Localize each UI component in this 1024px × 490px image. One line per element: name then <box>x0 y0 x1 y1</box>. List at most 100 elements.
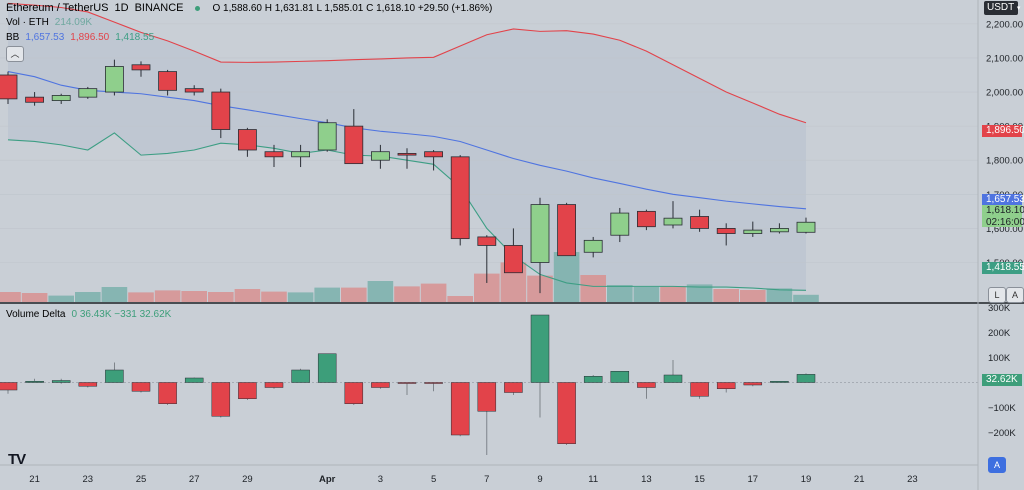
candle-body <box>530 204 550 263</box>
volume-bar <box>314 287 340 302</box>
delta-bar <box>184 377 204 383</box>
candle <box>610 207 630 243</box>
candle <box>716 223 736 246</box>
candle <box>51 93 71 104</box>
currency-selector[interactable]: USDT ▾ <box>984 1 1021 15</box>
time-tick-label: 21 <box>29 474 40 485</box>
delta-legend-values: 0 36.43K −331 32.62K <box>71 309 172 320</box>
candle-body <box>503 245 523 274</box>
delta-tick-label: 200K <box>988 328 1011 339</box>
volume-bar <box>766 288 793 302</box>
log-scale-button[interactable]: L <box>988 287 1006 303</box>
volume-bar <box>713 289 739 302</box>
bb-basis-value: 1,657.53 <box>25 32 65 43</box>
caret-down-icon: ▾ <box>1016 5 1021 12</box>
tradingview-logo[interactable]: TV <box>8 451 26 468</box>
price-tick-label: 1,600.00 <box>986 224 1023 235</box>
candle-body <box>370 151 390 161</box>
auto-scale-button[interactable]: A <box>1006 287 1024 303</box>
candle-body <box>770 228 789 233</box>
delta-bar <box>424 382 443 384</box>
candle <box>637 209 656 231</box>
time-tick-label: 23 <box>83 474 94 485</box>
delta-bar <box>610 371 630 383</box>
symbol-name[interactable]: Ethereum / TetherUS <box>6 2 109 14</box>
time-tick-label: 5 <box>431 474 436 485</box>
delta-bar <box>25 381 44 383</box>
candle <box>557 202 576 257</box>
time-tick-label: Apr <box>319 474 336 485</box>
delta-bar <box>264 382 284 388</box>
time-tick-label: 23 <box>907 474 918 485</box>
candle <box>583 236 603 258</box>
delta-auto-scale-button[interactable]: A <box>988 457 1006 473</box>
delta-bar <box>504 382 523 393</box>
time-tick-label: 13 <box>641 474 652 485</box>
candle <box>237 127 257 157</box>
volume-bar <box>607 285 633 302</box>
market-status-dot-icon <box>195 5 201 11</box>
price-tick-label: 2,000.00 <box>986 88 1023 99</box>
interval-label[interactable]: 1D <box>114 2 129 14</box>
delta-bar <box>238 382 257 399</box>
volume-bar <box>287 292 314 302</box>
volume-bar <box>660 286 686 302</box>
bb-basis-line <box>7 71 807 210</box>
candle <box>743 221 763 237</box>
candlesticks[interactable] <box>0 59 816 294</box>
volume-bar <box>686 284 713 302</box>
bb-legend[interactable]: BB 1,657.53 1,896.50 1,418.55 <box>6 32 154 43</box>
volume-bars <box>0 252 819 302</box>
bollinger-fill <box>8 3 806 291</box>
delta-bar <box>158 382 177 404</box>
time-tick-label: 19 <box>801 474 812 485</box>
volume-bar <box>234 289 261 302</box>
volume-bar <box>75 292 101 302</box>
delta-legend-label: Volume Delta <box>6 309 66 320</box>
time-tick-label: 25 <box>136 474 147 485</box>
delta-bar <box>530 314 550 383</box>
candle <box>158 69 178 96</box>
last-price-tag: 1,618.10 02:16:00 <box>982 205 1024 228</box>
volume-legend[interactable]: Vol · ETH 214.09K <box>6 17 92 28</box>
candle <box>0 71 18 104</box>
symbol-legend[interactable]: Ethereum / TetherUS 1D BINANCE O 1,588.6… <box>6 2 492 14</box>
delta-tick-label: −100K <box>988 403 1016 414</box>
candle-body <box>291 151 311 158</box>
bollinger-band-area <box>8 3 806 291</box>
candle-body <box>610 212 630 236</box>
candle-body <box>637 210 656 228</box>
time-tick-label: 3 <box>378 474 383 485</box>
delta-bar <box>131 382 151 392</box>
candle <box>317 119 337 152</box>
time-tick-label: 29 <box>242 474 253 485</box>
delta-tick-label: 100K <box>988 353 1011 364</box>
volume-bar <box>367 281 394 302</box>
delta-bar <box>51 380 71 383</box>
delta-bar <box>796 374 816 383</box>
time-axis-labels[interactable]: 21 23 25 27 29 Apr 3 5 7 9 11 13 15 17 19 21 23 <box>29 474 917 485</box>
delta-tick-label: 300K <box>988 303 1011 314</box>
candle <box>503 228 523 274</box>
upper-band-tag: 1,896.50 <box>982 125 1024 137</box>
delta-legend[interactable]: Volume Delta 0 36.43K −331 32.62K <box>6 309 171 320</box>
candle-body <box>105 66 124 93</box>
candle <box>78 86 98 99</box>
candle <box>131 61 151 77</box>
volume-bar <box>420 283 447 302</box>
delta-bar <box>477 382 497 412</box>
delta-bar <box>450 382 470 436</box>
candle-body <box>690 216 709 229</box>
volume-bar <box>553 252 580 302</box>
collapse-legend-button[interactable]: ︿ <box>6 46 24 62</box>
volume-bar <box>633 287 660 302</box>
volume-bar <box>261 291 287 302</box>
basis-tag: 1,657.53 <box>982 194 1024 206</box>
candle <box>663 201 683 229</box>
volume-delta-bars <box>0 314 978 455</box>
time-tick-label: 27 <box>189 474 200 485</box>
candle <box>424 150 444 171</box>
candle-body <box>264 151 284 158</box>
candle-body <box>397 153 417 156</box>
